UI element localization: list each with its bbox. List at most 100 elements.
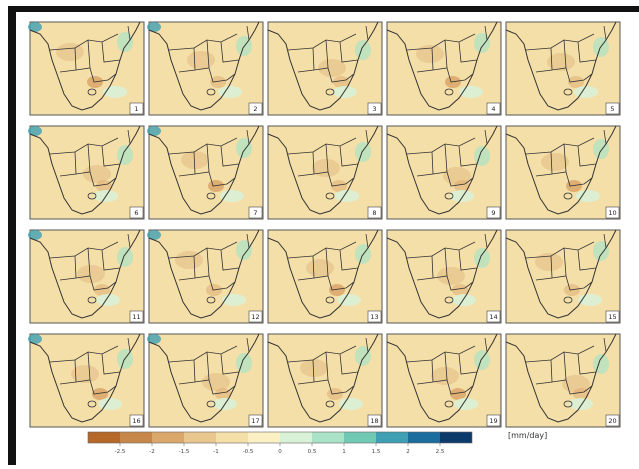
anomaly-dry xyxy=(416,45,444,63)
colorbar-tick-label: -2 xyxy=(149,449,154,455)
colorbar-swatch xyxy=(120,432,152,443)
anomaly-wet xyxy=(333,86,357,98)
anomaly-wet xyxy=(450,190,474,202)
anomaly-wet xyxy=(355,40,371,60)
anomaly-dry xyxy=(202,373,230,391)
anomaly-wet xyxy=(574,86,598,98)
panel-number: 18 xyxy=(370,417,378,425)
colorbar-swatch xyxy=(248,432,280,443)
anomaly-dry xyxy=(312,159,340,177)
panel-number: 19 xyxy=(489,417,497,425)
map-panel: 11 xyxy=(28,230,144,323)
anomaly-dry xyxy=(187,51,215,69)
anomaly-wet xyxy=(474,33,490,53)
frame-left xyxy=(8,6,16,465)
figure: 1234567891011121314151617181920 -2.5-2-1… xyxy=(0,0,639,465)
panel-number: 4 xyxy=(491,105,495,113)
map-panel: 16 xyxy=(28,334,144,427)
colorbar-tick-label: -2.5 xyxy=(115,449,126,455)
anomaly-wet xyxy=(355,142,371,162)
colorbar-tick-label: 2 xyxy=(406,449,410,455)
anomaly-wet xyxy=(452,294,476,306)
anomaly-wet xyxy=(593,139,609,159)
colorbar-tick-label: 0 xyxy=(278,449,282,455)
panel-number: 6 xyxy=(134,209,138,217)
map-panel: 5 xyxy=(506,22,620,115)
panel-number: 7 xyxy=(253,209,257,217)
anomaly-dry xyxy=(83,165,111,183)
colorbar-tick-label: -1.5 xyxy=(179,449,190,455)
anomaly-wet xyxy=(98,398,122,410)
colorbar-swatch xyxy=(184,432,216,443)
panel-number: 10 xyxy=(608,209,616,217)
panel-number: 2 xyxy=(253,105,257,113)
anomaly-wet xyxy=(117,32,133,52)
panel-number: 14 xyxy=(489,313,497,321)
panel-number: 8 xyxy=(372,209,376,217)
map-panel: 18 xyxy=(268,334,382,427)
panel-number: 12 xyxy=(251,313,259,321)
map-panel: 12 xyxy=(147,230,263,323)
anomaly-dry xyxy=(327,388,343,400)
colorbar-tick-label: -1 xyxy=(213,449,218,455)
anomaly-dry xyxy=(329,284,345,296)
map-panel: 7 xyxy=(147,126,263,219)
colorbar-swatch xyxy=(152,432,184,443)
anomaly-wet xyxy=(117,247,133,267)
map-panel: 10 xyxy=(506,126,620,219)
panel-number: 20 xyxy=(608,417,616,425)
colorbar-swatch xyxy=(344,432,376,443)
colorbar-swatch xyxy=(376,432,408,443)
panel-number: 5 xyxy=(610,105,614,113)
map-panel: 2 xyxy=(147,22,263,115)
panel-number: 17 xyxy=(251,417,259,425)
map-panel: 4 xyxy=(387,22,501,115)
colorbar-tick-label: 1 xyxy=(342,449,346,455)
anomaly-wet xyxy=(220,190,244,202)
anomaly-dry xyxy=(208,180,224,192)
anomaly-dry xyxy=(431,367,459,385)
anomaly-wet xyxy=(474,146,490,166)
panel-number: 11 xyxy=(132,313,140,321)
map-panel: 19 xyxy=(387,334,501,427)
anomaly-wet xyxy=(474,248,490,268)
colorbar-swatch xyxy=(280,432,312,443)
panel-number: 13 xyxy=(370,313,378,321)
colorbar-swatch xyxy=(88,432,120,443)
anomaly-wet xyxy=(593,354,609,374)
colorbar-unit: [mm/day] xyxy=(508,431,547,440)
map-panel: 8 xyxy=(268,126,382,219)
colorbar-tick-label: 2.5 xyxy=(436,449,445,455)
panel-number: 15 xyxy=(608,313,616,321)
colorbar-swatch xyxy=(312,432,344,443)
anomaly-dry xyxy=(535,253,563,271)
map-panel: 20 xyxy=(506,334,620,427)
anomaly-wet xyxy=(236,240,252,260)
anomaly-wet xyxy=(117,145,133,165)
anomaly-wet xyxy=(236,138,252,158)
anomaly-wet xyxy=(339,398,363,410)
frame-top xyxy=(8,6,639,12)
panel-number: 16 xyxy=(132,417,140,425)
anomaly-wet xyxy=(236,353,252,373)
map-panel: 17 xyxy=(147,334,263,427)
map-panel: 1 xyxy=(28,22,144,115)
anomaly-wet xyxy=(569,398,593,410)
map-panel: 13 xyxy=(268,230,382,323)
colorbar-tick-label: -0.5 xyxy=(243,449,254,455)
map-panel: 15 xyxy=(506,230,620,323)
anomaly-wet xyxy=(355,346,371,366)
anomaly-wet xyxy=(96,294,120,306)
anomaly-dry xyxy=(56,43,84,61)
colorbar-tick-label: 0.5 xyxy=(308,449,317,455)
panel-number: 1 xyxy=(134,105,138,113)
panel-number: 9 xyxy=(491,209,495,217)
anomaly-dry xyxy=(175,251,203,269)
anomaly-dry xyxy=(306,259,334,277)
map-panel: 9 xyxy=(387,126,501,219)
colorbar-swatch xyxy=(408,432,440,443)
anomaly-wet xyxy=(474,350,490,370)
panel-number: 3 xyxy=(372,105,376,113)
map-panel: 14 xyxy=(387,230,501,323)
map-panel: 3 xyxy=(268,22,382,115)
